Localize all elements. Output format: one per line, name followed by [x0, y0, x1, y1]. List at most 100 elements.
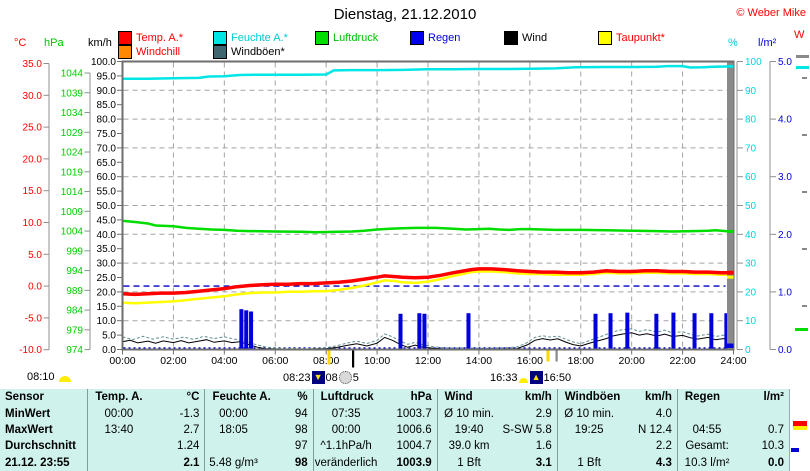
legend-item-feuchte-a-[interactable]: Feuchte A.*: [213, 31, 288, 45]
table-row-header: MaxWert: [5, 423, 53, 436]
column-unit: km/h: [645, 391, 672, 404]
table-column-header: Feuchte A.%: [205, 389, 312, 405]
legend-item-taupunkt-[interactable]: Taupunkt*: [598, 31, 665, 45]
legend-item-wind[interactable]: Wind: [504, 31, 547, 45]
tick-label: 45.0: [97, 215, 117, 226]
series-luftdruck: [122, 219, 734, 234]
cell-value: 4.3: [655, 456, 672, 469]
column-name: Regen: [684, 391, 721, 404]
tick-label: 70: [745, 143, 757, 154]
page-title: Dienstag, 21.12.2010: [333, 6, 477, 23]
tick-label: 80.0: [97, 115, 117, 126]
tick-label: 02:00: [160, 355, 186, 367]
tick-label: 1039: [61, 88, 84, 99]
tick-label: 35.0: [23, 59, 43, 70]
legend-label: Temp. A.*: [136, 32, 184, 44]
column-name: Wind: [444, 391, 473, 404]
cell-value: 2.7: [183, 423, 200, 436]
table-cell: 10.3 l/m² 0.0: [678, 455, 789, 471]
tick-label: 20.0: [97, 287, 117, 298]
rain-bar: [593, 313, 598, 349]
table-cell: 00:00 1006.6: [314, 422, 437, 438]
table-cell: 1 Bft 3.1: [438, 455, 557, 471]
tick-label: 14:00: [466, 355, 492, 367]
cell-value: 1.6: [535, 440, 552, 453]
cell-value: 98: [294, 423, 308, 436]
tick-label: 20.0: [23, 154, 43, 165]
tick-label: 0.0: [102, 345, 116, 356]
column-name: Windböen: [564, 391, 621, 404]
current-dew-marker: [727, 275, 734, 279]
moon-tick: [352, 350, 355, 368]
axis-header-hpa: hPa: [44, 37, 64, 49]
table-column-header: Luftdruck hPa: [314, 389, 437, 405]
tick-label: 984: [66, 306, 83, 317]
cell-label: 00:00: [219, 407, 248, 420]
axis-header-percent: %: [728, 37, 738, 49]
tick-label: 00:00: [109, 355, 135, 367]
clipped-marker-yellow: [793, 426, 807, 430]
table-cell: 19:40 S-SW 5.8: [438, 422, 557, 438]
statistics-table: Sensor MinWert MaxWert Durchschnitt 21.12. 2…: [0, 389, 789, 471]
cell-label: ^1.1hPa/h: [320, 440, 372, 453]
chart-plot-area[interactable]: 35.0 30.0 25.0 20.0 15.0 10.0 5.0 0.0 -5.0 -10.0 1…: [0, 0, 810, 390]
clipped-axis-tick: [802, 77, 807, 79]
legend-item-windböen-[interactable]: Windböen*: [213, 45, 285, 59]
rain-bar: [417, 313, 422, 349]
tick-label: 95.0: [97, 71, 117, 82]
table-cell: ^1.1hPa/h 1004.7: [314, 438, 437, 454]
legend-swatch: [410, 31, 424, 45]
tick-label: 25.0: [97, 273, 117, 284]
tick-label: 50: [745, 201, 757, 212]
table-row-header: 21.12. 23:55: [5, 456, 70, 469]
copyright-label: © Weber Mike: [736, 7, 806, 19]
column-name: Feuchte A.: [212, 391, 271, 404]
table-cell: 1.24: [88, 438, 204, 454]
sun-icon: [58, 376, 71, 382]
tick-label: 3.0: [778, 172, 792, 183]
cell-label: Ø 10 min.: [444, 407, 494, 420]
tick-label: 25.0: [23, 123, 43, 134]
cell-value: 97: [294, 440, 308, 453]
tick-label: 994: [66, 266, 83, 277]
current-rain-marker: [727, 343, 734, 348]
legend-item-windchill[interactable]: Windchill: [118, 45, 180, 59]
legend-label: Taupunkt*: [616, 32, 665, 44]
tick-label: 989: [66, 286, 83, 297]
table-column-wind: Wind km/h Ø 10 min. 2.9 19:40 S-SW 5.8 39.0 km…: [436, 389, 557, 471]
table-column-regen: Regen l/m² 04:55 0.7 Gesamt: 10.3 10.3 l/m² 0.0: [676, 389, 789, 471]
tick-label: 1019: [61, 167, 84, 178]
cell-label: 1 Bft: [457, 456, 481, 469]
clipped-legend-label: W: [794, 29, 805, 41]
table-cell: Gesamt: 10.3: [678, 438, 789, 454]
legend-item-temp-a-[interactable]: Temp. A.*: [118, 31, 183, 45]
current-value-bar: [727, 62, 734, 349]
cell-label: 13:40: [104, 423, 134, 436]
tick-label: 80: [745, 115, 757, 126]
table-cell: veränderlich 1003.9: [314, 455, 437, 471]
legend-item-regen[interactable]: Regen: [410, 31, 460, 45]
table-row-header: MinWert: [5, 407, 51, 420]
table-row-header: Sensor: [5, 391, 44, 404]
rain-bar: [654, 313, 659, 349]
rain-bar: [466, 313, 471, 349]
tick-label: 10: [745, 316, 757, 327]
table-cell: 19:25 N 12.4: [558, 422, 677, 438]
table-row-header: Durchschnitt: [5, 440, 76, 453]
cell-label: 00:00: [331, 423, 361, 436]
table-cell: 2.2: [558, 438, 677, 454]
sunrise-tick: [327, 350, 331, 365]
moon-time-part: 08: [325, 371, 338, 384]
legend-item-luftdruck[interactable]: Luftdruck: [315, 31, 378, 45]
cell-value: 1003.7: [396, 407, 432, 420]
tick-label: 999: [66, 246, 83, 257]
tick-label: -10.0: [19, 345, 42, 356]
sunrise-time: 08:10: [27, 371, 55, 383]
tick-label: 90.0: [97, 86, 117, 97]
tick-label: 1024: [61, 148, 84, 159]
table-cell: 5.48 g/m³ 98: [205, 455, 312, 471]
cell-value: S-SW 5.8: [502, 423, 552, 436]
column-unit: %: [297, 391, 308, 404]
cell-value: 0.0: [768, 456, 784, 469]
tick-label: 20:00: [619, 355, 645, 367]
